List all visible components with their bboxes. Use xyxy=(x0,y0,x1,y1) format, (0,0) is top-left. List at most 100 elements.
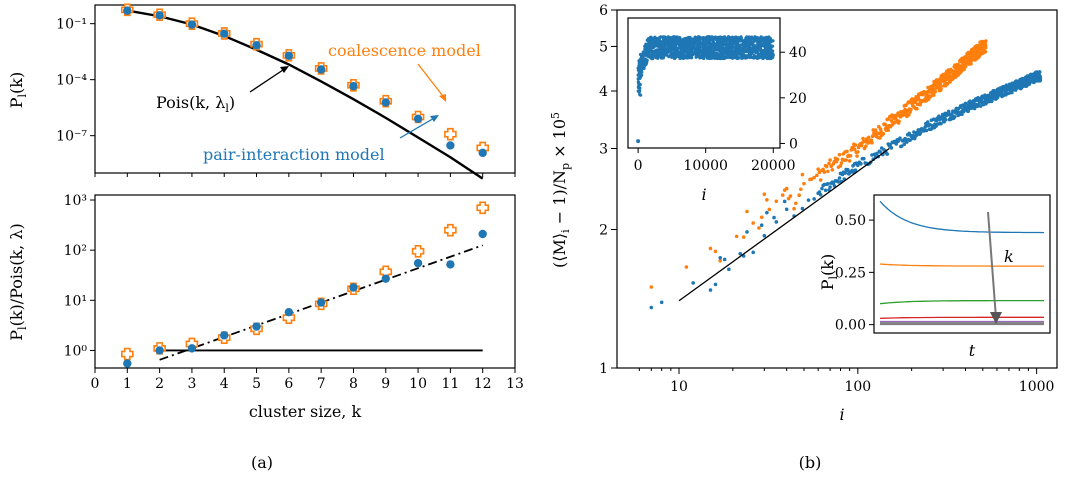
marker-dot xyxy=(671,53,675,58)
marker-dot xyxy=(1037,70,1042,74)
y-tick-label: 40 xyxy=(789,45,807,61)
marker-dot xyxy=(284,51,294,60)
marker-dot xyxy=(769,45,773,49)
marker-dot xyxy=(649,305,654,310)
marker-dot xyxy=(771,55,775,59)
marker-dot xyxy=(757,54,761,59)
marker-dot xyxy=(684,265,689,269)
marker-dot xyxy=(316,298,326,307)
inset-bottom: 0.00 0.25 0.50 Pl(k) t k xyxy=(818,194,1051,360)
marker-dot xyxy=(716,52,720,56)
y-tick-label: 5 xyxy=(599,39,608,55)
x-tick-label: 10 xyxy=(409,376,427,392)
marker-dot xyxy=(682,52,686,56)
marker-dot xyxy=(413,114,423,124)
y-axis-label: Pl(k)/Pois(k, λ) xyxy=(7,223,29,340)
marker-dot xyxy=(741,41,745,46)
marker-dot xyxy=(736,42,740,46)
y-tick-label: 0.00 xyxy=(835,318,866,334)
marker-dot xyxy=(690,56,694,60)
marker-dot xyxy=(751,221,756,225)
marker-dot xyxy=(924,128,929,133)
marker-dot xyxy=(636,139,641,144)
marker-dot xyxy=(905,140,909,144)
fit-line xyxy=(678,147,890,302)
marker-dot xyxy=(821,167,825,172)
marker-dot xyxy=(695,41,700,45)
y-tick-label: 10² xyxy=(64,243,87,259)
marker-dot xyxy=(645,43,650,47)
marker-plus xyxy=(476,201,489,215)
marker-dot xyxy=(835,157,840,162)
marker-dot xyxy=(665,51,670,55)
marker-dot xyxy=(678,56,682,61)
marker-dot xyxy=(931,93,936,97)
marker-dot xyxy=(768,36,772,40)
marker-dot xyxy=(907,113,911,117)
marker-dot xyxy=(727,267,731,272)
marker-dot xyxy=(718,256,723,260)
marker-dot xyxy=(666,35,670,39)
marker-dot xyxy=(649,285,654,289)
marker-dot xyxy=(755,48,759,52)
inset-x-label: i xyxy=(701,185,706,204)
marker-dot xyxy=(651,45,655,50)
marker-dot xyxy=(739,52,743,57)
marker-dot xyxy=(878,136,882,140)
marker-dot xyxy=(759,223,764,227)
marker-dot xyxy=(650,42,654,46)
marker-dot xyxy=(753,50,757,54)
x-tick-label: 1 xyxy=(123,376,132,392)
marker-dot xyxy=(939,86,943,91)
marker-dot xyxy=(847,159,852,163)
marker-dot xyxy=(664,39,668,43)
marker-dot xyxy=(187,20,197,29)
inset-x-label: t xyxy=(969,341,976,360)
marker-dot xyxy=(946,109,951,114)
marker-dot xyxy=(638,71,642,75)
marker-dot xyxy=(915,106,919,111)
marker-dot xyxy=(751,250,756,255)
marker-dot xyxy=(799,187,803,192)
marker-dot xyxy=(758,40,763,44)
x-tick-label: 5 xyxy=(252,376,261,392)
marker-dot xyxy=(674,50,678,54)
inset-frame xyxy=(873,194,1051,334)
marker-dot xyxy=(712,55,716,60)
marker-dot xyxy=(856,150,860,154)
marker-dot xyxy=(637,63,641,68)
y-axis-label: Pl(k) xyxy=(7,72,29,108)
marker-dot xyxy=(770,52,774,56)
marker-dot xyxy=(878,150,883,154)
panel-a-top: 10⁻¹ 10⁻⁴ 10⁻⁷ Pl(k) coalescence model pai… xyxy=(7,3,516,180)
marker-dot xyxy=(734,234,739,239)
marker-dot xyxy=(786,196,791,201)
marker-dot xyxy=(812,175,816,180)
marker-dot xyxy=(889,146,894,150)
marker-dot xyxy=(771,49,775,53)
marker-dot xyxy=(843,171,847,175)
y-tick-label: 10³ xyxy=(64,193,87,209)
marker-dot xyxy=(746,41,750,45)
y-tick-label: 0 xyxy=(789,136,798,152)
marker-dot xyxy=(896,111,900,115)
marker-dot xyxy=(892,120,897,125)
marker-dot xyxy=(675,47,679,51)
marker-dot xyxy=(767,42,771,47)
marker-dot xyxy=(639,59,643,64)
marker-dot xyxy=(646,47,650,52)
marker-dot xyxy=(675,37,680,41)
marker-dot xyxy=(938,83,943,88)
marker-dot xyxy=(636,77,640,81)
marker-dot xyxy=(661,55,666,59)
marker-dot xyxy=(745,35,749,39)
y-tick-label: 0.25 xyxy=(835,265,866,281)
marker-dot xyxy=(824,164,829,169)
marker-dot xyxy=(693,35,697,39)
marker-dot xyxy=(978,104,983,108)
marker-dot xyxy=(727,48,731,52)
marker-dot xyxy=(691,52,695,56)
marker-dot xyxy=(751,43,755,47)
arrowhead-pair xyxy=(430,115,439,122)
marker-dot xyxy=(794,201,798,206)
